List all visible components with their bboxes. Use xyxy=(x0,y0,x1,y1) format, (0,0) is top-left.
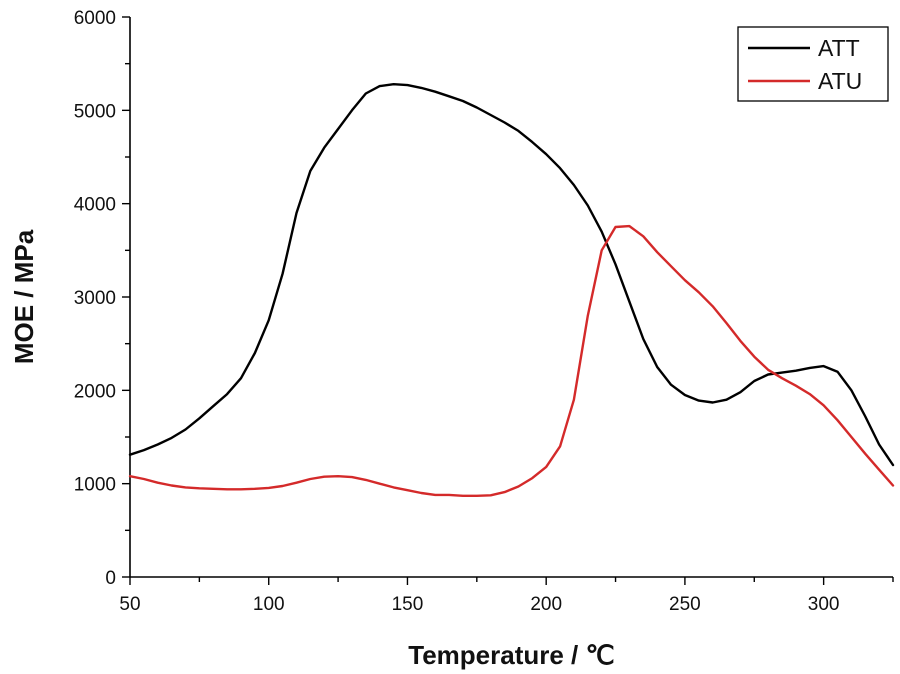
y-tick-label: 0 xyxy=(105,568,116,589)
legend: ATT ATU xyxy=(737,26,889,102)
y-axis-title: MOE / MPa xyxy=(9,229,39,364)
y-tick-label: 1000 xyxy=(74,475,116,496)
series-line-att xyxy=(128,83,895,467)
legend-label-atu: ATU xyxy=(818,68,862,94)
y-tick-label: 4000 xyxy=(74,195,116,216)
y-tick-label: 2000 xyxy=(74,381,116,402)
x-tick-label: 250 xyxy=(669,594,701,615)
series-line-atu xyxy=(128,224,895,497)
x-tick-label: 100 xyxy=(253,594,285,615)
x-tick-label: 150 xyxy=(392,594,424,615)
y-tick-label: 5000 xyxy=(74,101,116,122)
x-tick-label: 200 xyxy=(530,594,562,615)
y-tick-label: 3000 xyxy=(74,288,116,309)
x-tick-label: 50 xyxy=(119,594,140,615)
legend-box xyxy=(737,26,889,102)
x-axis-title: Temperature / ℃ xyxy=(408,640,614,670)
series-layer xyxy=(128,83,895,497)
axes: 50 100 150 200 250 30001000200030004000500060… xyxy=(74,8,894,615)
y-tick-label: 6000 xyxy=(74,8,116,29)
x-tick-label: 300 xyxy=(808,594,840,615)
legend-label-att: ATT xyxy=(818,35,860,61)
